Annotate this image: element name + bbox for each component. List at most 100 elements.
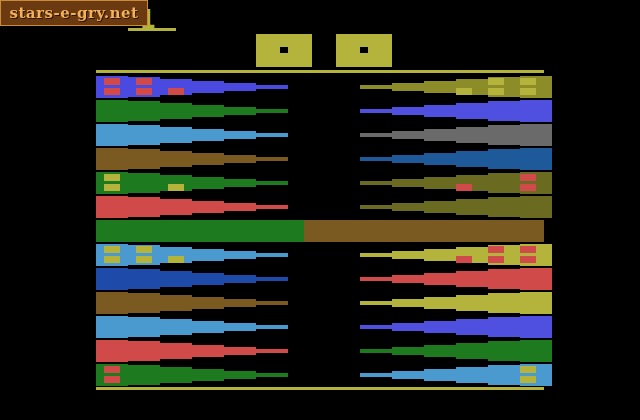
right-lane-segment (392, 107, 424, 115)
right-marker (520, 184, 536, 191)
right-lane-segment (488, 173, 520, 193)
left-lane-segment (256, 253, 288, 257)
left-lane-segment (128, 269, 160, 289)
left-marker (136, 256, 152, 263)
lane-row (96, 244, 552, 266)
right-lane-segment (360, 253, 392, 257)
left-lane-segment (256, 181, 288, 185)
right-marker (520, 88, 536, 95)
right-lane-segment (392, 155, 424, 163)
left-lane-segment (192, 273, 224, 285)
right-lane-segment (520, 340, 552, 362)
right-lane-segment (360, 349, 392, 353)
right-lane-segment (360, 85, 392, 89)
right-lane-segment (520, 316, 552, 338)
left-lane-segment (256, 349, 288, 353)
left-marker (104, 78, 120, 85)
right-marker (488, 246, 504, 253)
left-lane-segment (224, 155, 256, 163)
right-lane-segment (360, 205, 392, 209)
left-lane-segment (256, 157, 288, 161)
right-lane-segment (488, 101, 520, 121)
right-marker (520, 174, 536, 181)
left-lane-segment (128, 293, 160, 313)
left-lane-segment (256, 109, 288, 113)
right-marker (488, 78, 504, 85)
right-lane-segment (424, 369, 456, 381)
left-lane-segment (128, 341, 160, 361)
left-lane-segment (224, 347, 256, 355)
left-marker (168, 184, 184, 191)
right-lane-segment (360, 109, 392, 113)
right-lane-segment (360, 301, 392, 305)
right-lane-segment (456, 343, 488, 359)
right-lane-segment (488, 125, 520, 145)
left-lane-segment (96, 100, 128, 122)
right-lane-segment (456, 319, 488, 335)
left-marker (104, 184, 120, 191)
left-lane-segment (128, 365, 160, 385)
right-lane-segment (456, 127, 488, 143)
center-bar-left (96, 220, 304, 242)
left-lane-segment (224, 323, 256, 331)
right-marker (456, 88, 472, 95)
left-lane-segment (256, 85, 288, 89)
right-lane-segment (456, 295, 488, 311)
right-lane-segment (488, 197, 520, 217)
left-marker (168, 256, 184, 263)
right-lane-segment (360, 181, 392, 185)
right-lane-segment (424, 201, 456, 213)
right-lane-segment (456, 271, 488, 287)
right-lane-segment (392, 371, 424, 379)
right-lane-segment (520, 100, 552, 122)
left-lane-segment (224, 299, 256, 307)
left-lane-segment (128, 197, 160, 217)
lane-row (96, 172, 552, 194)
left-lane-segment (96, 268, 128, 290)
right-lane-segment (520, 148, 552, 170)
right-lane-segment (424, 81, 456, 93)
right-lane-segment (488, 317, 520, 337)
right-lane-segment (424, 321, 456, 333)
lane-rows (96, 76, 552, 386)
player-boxes (256, 34, 392, 67)
left-lane-segment (224, 371, 256, 379)
left-lane-segment (160, 151, 192, 167)
left-marker (104, 246, 120, 253)
left-lane-segment (192, 321, 224, 333)
left-lane-segment (96, 316, 128, 338)
right-lane-segment (424, 297, 456, 309)
lane-row (96, 340, 552, 362)
right-marker (520, 256, 536, 263)
left-lane-segment (160, 103, 192, 119)
left-marker (136, 78, 152, 85)
right-lane-segment (520, 268, 552, 290)
left-lane-segment (256, 277, 288, 281)
left-lane-segment (96, 148, 128, 170)
right-player-box (336, 34, 392, 67)
left-lane-segment (128, 125, 160, 145)
left-lane-segment (224, 203, 256, 211)
left-lane-segment (256, 133, 288, 137)
right-lane-segment (392, 299, 424, 307)
right-lane-segment (424, 105, 456, 117)
left-lane-segment (128, 149, 160, 169)
right-marker (488, 256, 504, 263)
left-lane-segment (192, 297, 224, 309)
right-marker (488, 88, 504, 95)
left-lane-segment (192, 129, 224, 141)
right-lane-segment (360, 277, 392, 281)
left-lane-segment (192, 249, 224, 261)
right-marker (520, 376, 536, 383)
left-lane-segment (224, 83, 256, 91)
lane-row (96, 292, 552, 314)
left-marker (104, 256, 120, 263)
right-lane-segment (392, 83, 424, 91)
bottom-frame-line (96, 387, 544, 390)
left-lane-segment (224, 275, 256, 283)
left-lane-segment (96, 196, 128, 218)
right-lane-segment (488, 149, 520, 169)
left-marker (168, 88, 184, 95)
left-marker (136, 246, 152, 253)
